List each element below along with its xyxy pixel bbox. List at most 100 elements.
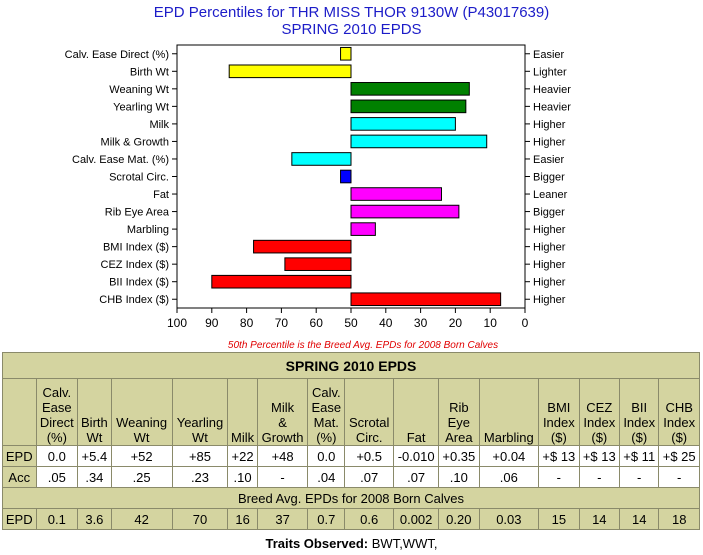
acc-cell: .23 (171, 466, 229, 488)
direction-label: Higher (533, 259, 566, 271)
acc-cell: .10 (438, 466, 480, 488)
column-header: Weaning Wt (110, 378, 173, 446)
epd-cell: 0.0 (35, 445, 79, 467)
epd-cell: 0.0 (307, 445, 346, 467)
breed-avg-cell: 37 (256, 508, 309, 530)
direction-label: Leaner (533, 189, 568, 201)
column-header: Marbling (478, 378, 540, 446)
table-row: SPRING 2010 EPDS (2, 352, 700, 379)
acc-cell: .06 (478, 466, 540, 488)
column-header: BII Index ($) (619, 378, 660, 446)
trait-label: CHB Index ($) (99, 294, 169, 306)
x-tick-label: 50 (344, 316, 358, 330)
bar (350, 117, 456, 131)
direction-label: Higher (533, 119, 566, 131)
x-tick-label: 60 (310, 316, 324, 330)
direction-label: Higher (533, 224, 566, 236)
direction-label: Higher (533, 277, 566, 289)
direction-label: Bigger (533, 172, 565, 184)
trait-label: BII Index ($) (109, 277, 169, 289)
trait-label: Birth Wt (130, 66, 169, 78)
direction-label: Higher (533, 136, 566, 148)
column-header: CEZ Index ($) (578, 378, 621, 446)
acc-cell: .25 (110, 466, 173, 488)
bar (350, 99, 467, 114)
bar (340, 46, 352, 61)
epd-cell: +5.4 (77, 445, 112, 467)
column-header: Scrotal Circ. (344, 378, 395, 446)
epd-cell: +48 (256, 445, 309, 467)
bar (340, 169, 352, 184)
trait-label: Calv. Ease Mat. (%) (72, 154, 169, 166)
bar (228, 64, 352, 79)
x-tick-label: 30 (414, 316, 428, 330)
x-tick-label: 100 (167, 316, 187, 330)
header-corner (2, 378, 37, 446)
direction-label: Higher (533, 294, 566, 306)
column-header: Birth Wt (77, 378, 112, 446)
epd-cell: +0.35 (438, 445, 480, 467)
breed-avg-cell: 14 (619, 508, 660, 530)
traits-observed: Traits Observed: BWT,WWT, (0, 536, 703, 551)
trait-label: Weaning Wt (109, 84, 169, 96)
bar (350, 82, 470, 96)
trait-label: Marbling (127, 224, 169, 236)
direction-label: Lighter (533, 66, 567, 78)
bar (350, 222, 376, 236)
column-header: Rib Eye Area (438, 378, 480, 446)
traits-observed-value: BWT,WWT, (371, 536, 438, 551)
column-header: Yearling Wt (171, 378, 229, 446)
trait-label: Milk & Growth (101, 136, 169, 148)
direction-label: Heavier (533, 84, 571, 96)
direction-label: Heavier (533, 101, 571, 113)
table-row: EPD 0.0 +5.4 +52 +85 +22 +48 0.0 +0.5 -0.010 +0.35… (2, 445, 700, 467)
x-tick-label: 10 (484, 316, 498, 330)
trait-label: Scrotal Circ. (109, 172, 169, 184)
breed-avg-cell: 70 (171, 508, 229, 530)
breed-avg-cell: 0.002 (393, 508, 440, 530)
trait-label: Yearling Wt (113, 101, 169, 113)
acc-cell: .34 (77, 466, 112, 488)
x-tick-label: 80 (240, 316, 254, 330)
breed-avg-cell: 15 (538, 508, 580, 530)
acc-cell: .10 (227, 466, 258, 488)
acc-cell: - (256, 466, 309, 488)
acc-cell: .04 (307, 466, 346, 488)
bar (350, 134, 488, 149)
bar (211, 274, 352, 289)
epd-cell: +$ 13 (538, 445, 580, 467)
trait-label: CEZ Index ($) (101, 259, 169, 271)
trait-label: Rib Eye Area (105, 207, 170, 219)
column-header: Calv. Ease Mat. (%) (307, 378, 346, 446)
breed-avg-cell: 0.7 (307, 508, 346, 530)
breed-avg-cell: 14 (578, 508, 621, 530)
direction-label: Bigger (533, 207, 565, 219)
trait-label: BMI Index ($) (103, 242, 169, 254)
chart-note: 50th Percentile is the Breed Avg. EPDs f… (228, 340, 498, 351)
x-tick-label: 40 (379, 316, 393, 330)
x-tick-label: 0 (522, 316, 529, 330)
bar (350, 187, 442, 201)
chart-subtitle: SPRING 2010 EPDS (281, 21, 422, 38)
column-header: BMI Index ($) (538, 378, 580, 446)
breed-avg-title: Breed Avg. EPDs for 2008 Born Calves (2, 487, 700, 509)
acc-cell: .07 (393, 466, 440, 488)
x-tick-label: 20 (449, 316, 463, 330)
breed-avg-cell: 0.20 (438, 508, 480, 530)
bar (291, 152, 352, 166)
acc-cell: - (578, 466, 621, 488)
epd-cell: +85 (171, 445, 229, 467)
trait-label: Milk (149, 119, 169, 131)
table-row: Breed Avg. EPDs for 2008 Born Calves (2, 487, 700, 509)
column-header: Calv. Ease Direct (%) (35, 378, 79, 446)
column-header: CHB Index ($) (658, 378, 700, 446)
acc-cell: .05 (35, 466, 79, 488)
breed-avg-cell: 42 (110, 508, 173, 530)
acc-cell: - (619, 466, 660, 488)
column-header: Milk & Growth (256, 378, 309, 446)
breed-avg-cell: 0.1 (35, 508, 79, 530)
traits-observed-label: Traits Observed: (265, 536, 369, 551)
direction-label: Higher (533, 242, 566, 254)
direction-label: Easier (533, 49, 565, 61)
